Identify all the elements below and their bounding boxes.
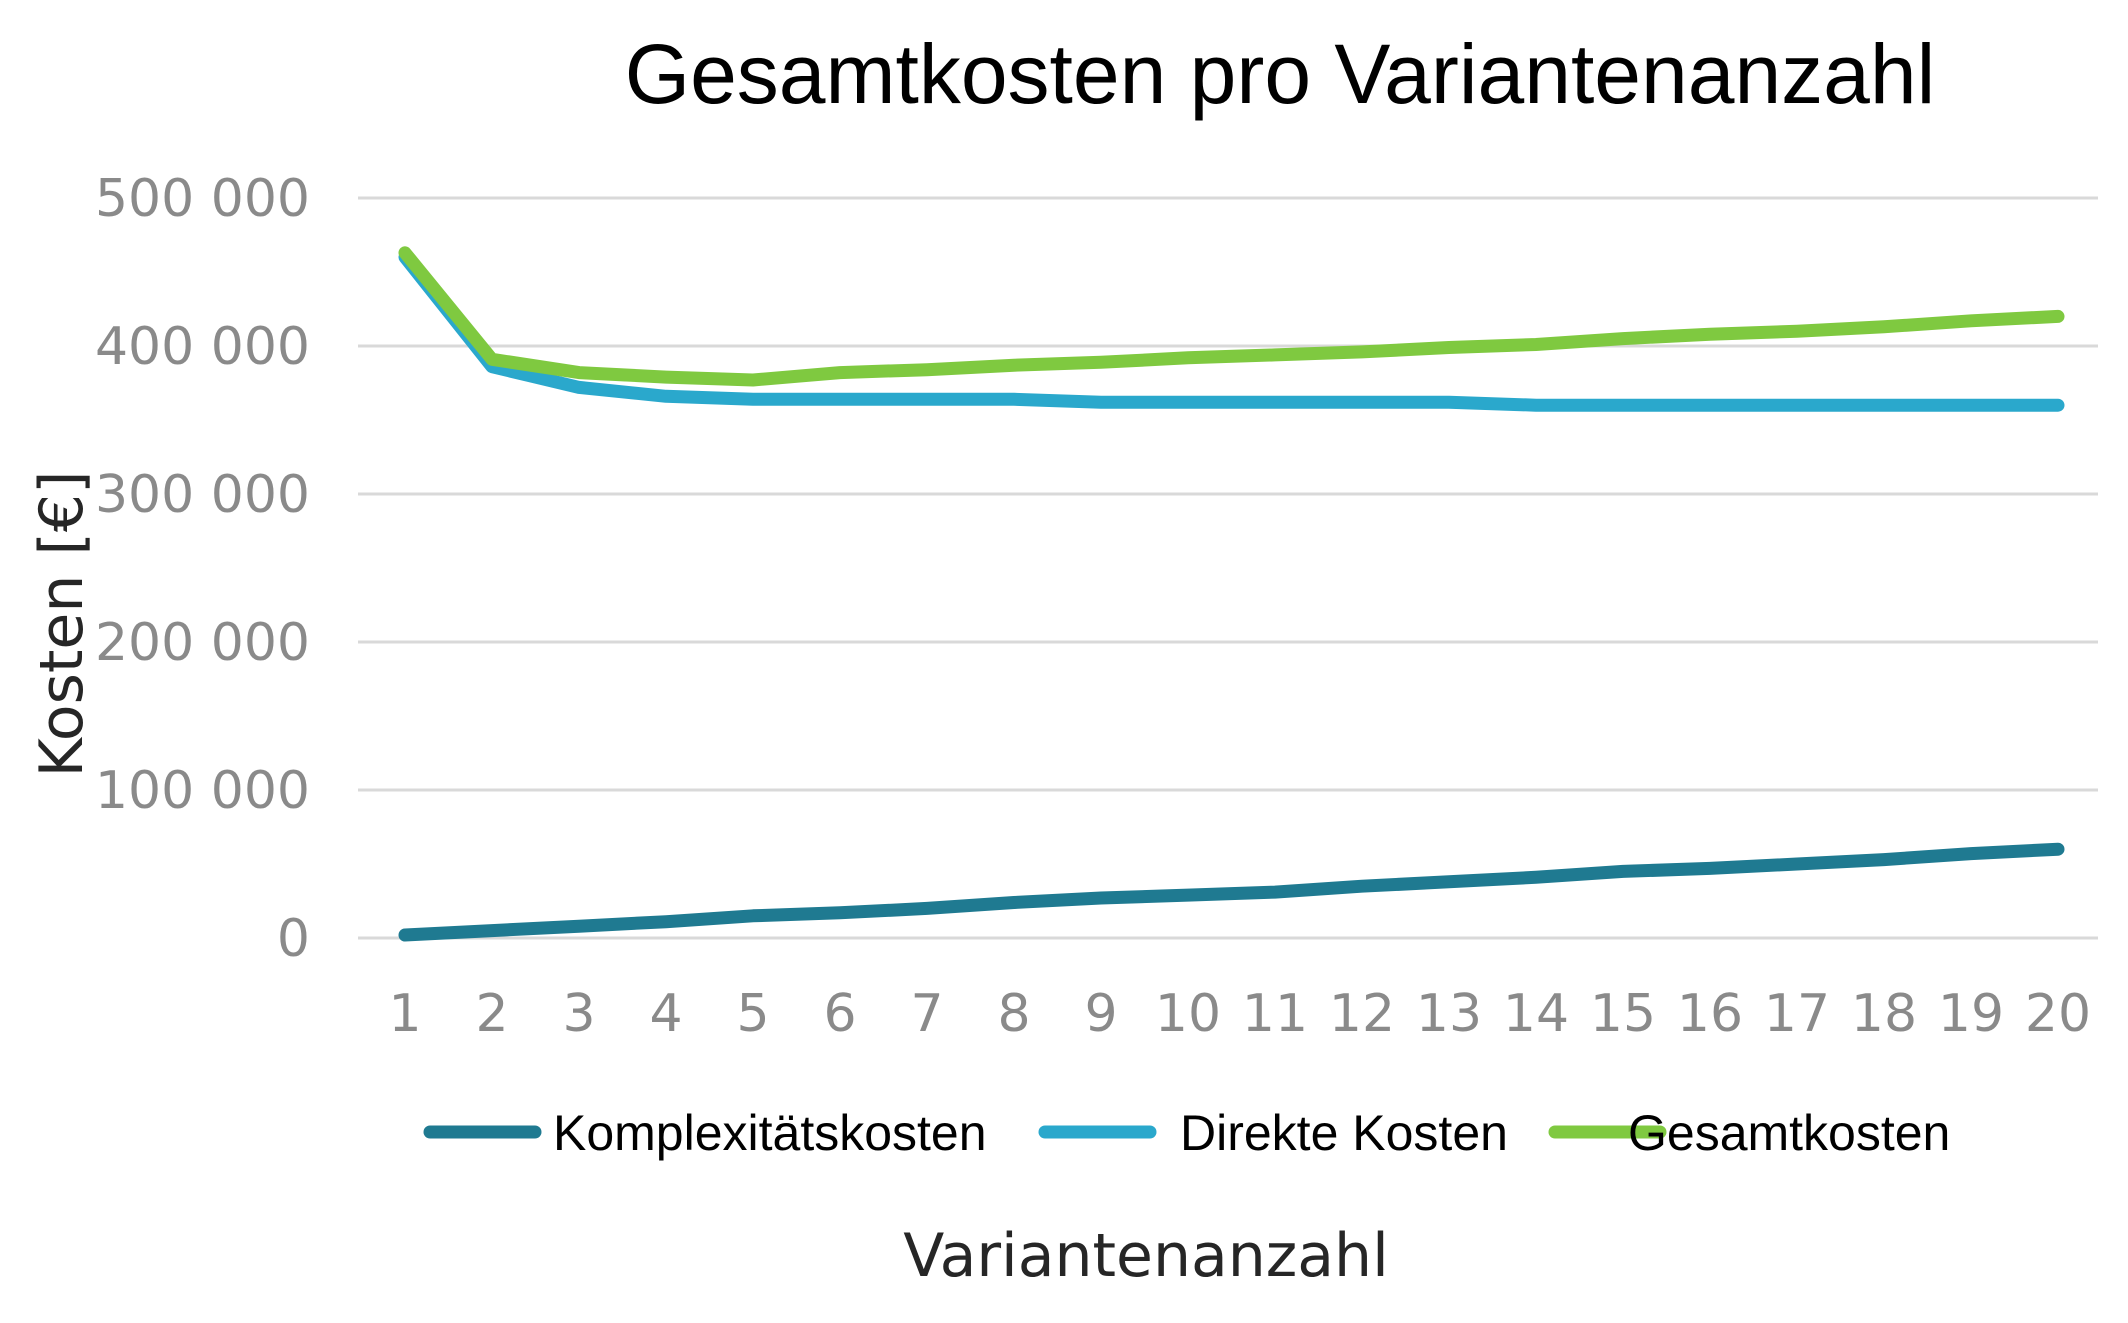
series-line-komplexit-tskosten [398,842,2065,942]
legend: Komplexitätskosten Direkte Kosten Gesamtko… [423,1105,1950,1161]
x-tick-label: 1 [388,984,421,1044]
x-tick-label: 10 [1155,984,1221,1044]
y-tick-label: 500 000 [95,169,310,229]
x-tick-label: 8 [997,984,1030,1044]
legend-item: Gesamtkosten [1548,1105,1950,1161]
x-tick-label: 5 [736,984,769,1044]
x-tick-label: 2 [475,984,508,1044]
gridlines [358,196,2098,940]
y-tick-label: 300 000 [95,465,310,525]
x-tick-label: 9 [1084,984,1117,1044]
y-tick-label: 0 [277,909,310,969]
x-tick-label: 20 [2025,984,2091,1044]
y-tick-label: 200 000 [95,613,310,673]
x-tick-label: 6 [823,984,856,1044]
x-tick-labels: 1 2 3 4 5 6 7 8 9 10 11 12 13 14 15 16 17 18 19 20 [388,984,2091,1044]
x-tick-label: 19 [1938,984,2004,1044]
x-tick-label: 18 [1851,984,1917,1044]
y-tick-label: 400 000 [95,317,310,377]
x-tick-label: 15 [1590,984,1656,1044]
y-tick-labels: 0 100 000 200 000 300 000 400 000 500 000 [95,169,310,969]
legend-label: Komplexitätskosten [553,1105,987,1161]
y-axis-label: Kosten [€] [27,471,97,778]
x-tick-label: 12 [1329,984,1395,1044]
legend-item: Direkte Kosten [1038,1105,1508,1161]
x-tick-label: 7 [910,984,943,1044]
x-tick-label: 13 [1416,984,1482,1044]
y-tick-label: 100 000 [95,761,310,821]
x-tick-label: 17 [1764,984,1830,1044]
x-tick-label: 3 [562,984,595,1044]
chart-title: Gesamtkosten pro Variantenanzahl [625,27,1936,121]
series-line-direkte-kosten [398,250,2065,412]
x-axis-label: Variantenanzahl [903,1221,1389,1291]
x-tick-label: 4 [649,984,682,1044]
series-line-gesamtkosten [398,246,2065,387]
x-tick-label: 11 [1242,984,1308,1044]
x-tick-label: 14 [1503,984,1569,1044]
series-lines [398,246,2065,942]
legend-label: Gesamtkosten [1628,1105,1950,1161]
legend-label: Direkte Kosten [1180,1105,1508,1161]
x-tick-label: 16 [1677,984,1743,1044]
legend-item: Komplexitätskosten [423,1105,987,1161]
